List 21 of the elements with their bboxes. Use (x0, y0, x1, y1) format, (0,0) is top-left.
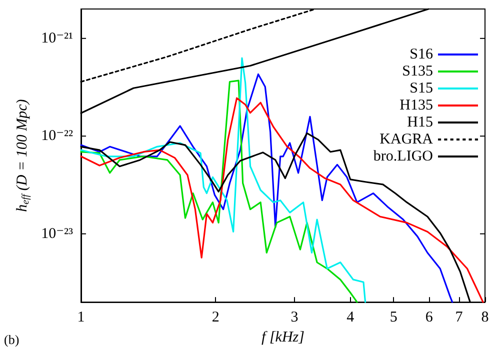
y-tick-label: 10⁻²³ (41, 226, 74, 242)
y-tick-label: 10⁻²¹ (41, 30, 73, 46)
x-tick-label: 4 (346, 310, 355, 326)
x-tick-label: 8 (481, 310, 489, 326)
legend-label: KAGRA (380, 132, 434, 148)
text: (b) (4, 332, 20, 347)
y-tick-label: 10⁻²² (41, 128, 74, 144)
legend-label: bro.LIGO (373, 148, 434, 164)
x-tick-label: 1 (77, 310, 85, 326)
legend-label: H15 (407, 114, 433, 130)
x-tick-label: 6 (425, 310, 434, 326)
legend-label: S16 (410, 46, 434, 62)
legend-label: S135 (402, 64, 433, 80)
x-tick-label: 3 (290, 310, 298, 326)
x-axis-title: f [kHz] (262, 330, 305, 346)
x-tick-label: 2 (212, 310, 220, 326)
legend-label: S15 (410, 80, 433, 96)
x-tick-label: 7 (455, 310, 464, 326)
y-axis-title: heff (D = 100 Mpc) (14, 99, 32, 212)
legend-label: H135 (400, 98, 433, 114)
x-tick-label: 5 (390, 310, 398, 326)
